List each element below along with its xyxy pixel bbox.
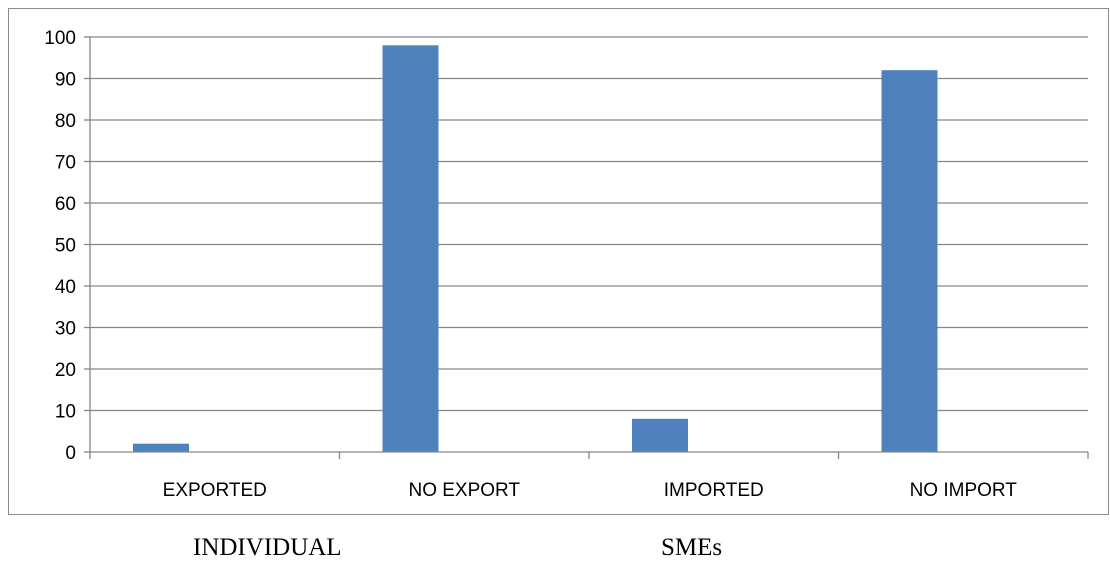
x-tick-labels: EXPORTED NO EXPORT IMPORTED NO IMPORT xyxy=(163,480,1018,501)
y-tick-label: 100 xyxy=(44,28,76,49)
group-label-smes: SMEs xyxy=(661,534,723,561)
y-tick-label: 50 xyxy=(55,236,76,257)
bar-exported xyxy=(133,443,189,452)
y-tick-label: 70 xyxy=(55,153,76,174)
x-tick-label: EXPORTED xyxy=(163,480,267,501)
y-tick-label: 30 xyxy=(55,319,76,340)
y-tick-label: 10 xyxy=(55,402,76,423)
bar-imported xyxy=(632,418,688,452)
y-tick-label: 40 xyxy=(55,277,76,298)
bar-no-import xyxy=(881,70,938,452)
axes xyxy=(89,37,1089,459)
y-tick-label: 20 xyxy=(55,360,76,381)
y-tick-label: 0 xyxy=(65,443,76,464)
group-label-individual: INDIVIDUAL xyxy=(193,534,342,561)
y-tick-labels: 0 10 20 30 40 50 60 70 80 90 100 xyxy=(44,28,76,464)
y-tick-label: 60 xyxy=(55,194,76,215)
bar-no-export xyxy=(382,45,439,453)
bars xyxy=(133,45,938,453)
x-tick-label: NO EXPORT xyxy=(408,480,520,501)
x-tick-label: IMPORTED xyxy=(664,480,764,501)
x-tick-label: NO IMPORT xyxy=(910,480,1018,501)
y-tick-label: 80 xyxy=(55,111,76,132)
y-tick-label: 90 xyxy=(55,70,76,91)
